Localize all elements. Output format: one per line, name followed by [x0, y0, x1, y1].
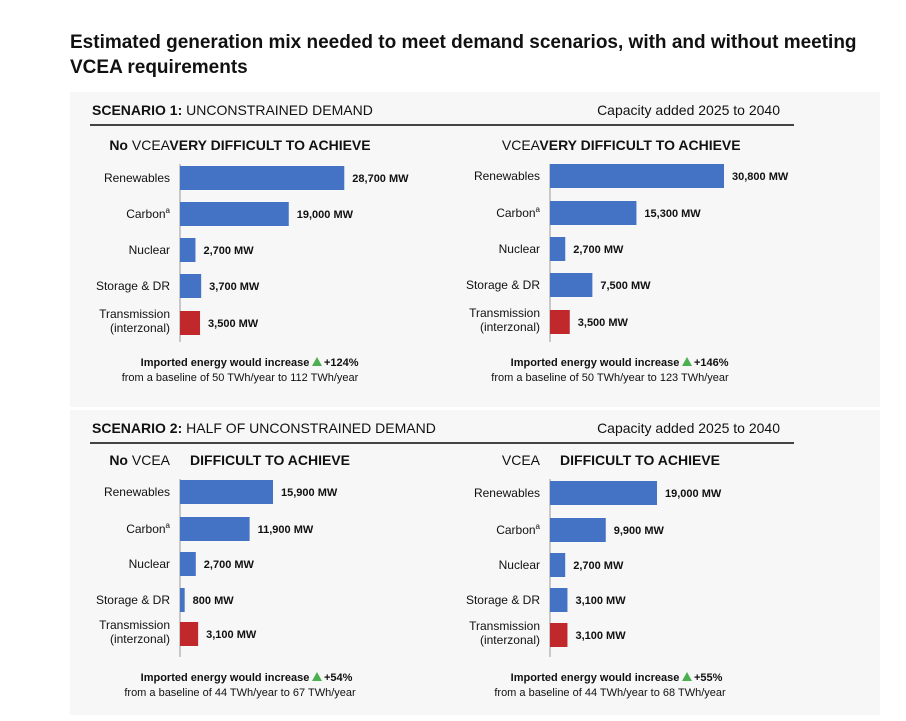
- bar: [180, 622, 199, 646]
- category-label: Renewables: [104, 485, 170, 499]
- value-label: 3,500 MW: [578, 317, 629, 329]
- scenario-1-capacity-label: Capacity added 2025 to 2040: [597, 102, 780, 118]
- category-label: Storage & DR: [96, 279, 170, 293]
- category-label: Storage & DR: [466, 278, 540, 292]
- bar: [180, 238, 196, 262]
- chart-scenario2-vcea: VCEA DIFFICULT TO ACHIEVE Renewables 19,000…: [466, 452, 726, 699]
- bar: [550, 623, 568, 647]
- bar: [180, 311, 201, 335]
- bar: [550, 481, 657, 505]
- category-label: Nuclear: [129, 243, 170, 257]
- import-text: Imported energy would increase: [511, 357, 680, 369]
- bar: [550, 310, 570, 334]
- scenario-1-divider: [90, 124, 794, 126]
- category-label: Storage & DR: [466, 593, 540, 607]
- import-baseline: from a baseline of 44 TWh/year to 68 TWh…: [494, 687, 726, 699]
- increase-triangle-icon: [682, 357, 692, 366]
- bar: [180, 588, 185, 612]
- difficulty-label: DIFFICULT TO ACHIEVE: [560, 452, 720, 468]
- difficulty-label: DIFFICULT TO ACHIEVE: [190, 452, 350, 468]
- import-text: Imported energy would increase: [141, 357, 310, 369]
- increase-triangle-icon: [682, 672, 692, 681]
- bar: [550, 201, 637, 225]
- bar: [180, 517, 250, 541]
- import-text: Imported energy would increase: [511, 672, 680, 684]
- scenario-1-panel: SCENARIO 1: UNCONSTRAINED DEMAND Capacit…: [70, 92, 880, 407]
- increase-triangle-icon: [312, 357, 322, 366]
- increase-triangle-icon: [312, 672, 322, 681]
- bar: [180, 202, 289, 226]
- category-label: Transmission (interzonal): [469, 306, 540, 334]
- category-label: Nuclear: [499, 558, 540, 572]
- value-label: 28,700 MW: [352, 173, 409, 185]
- case-label: No VCEA: [109, 137, 170, 153]
- import-baseline: from a baseline of 50 TWh/year to 112 TW…: [122, 372, 359, 384]
- import-change: +124%: [324, 357, 359, 369]
- scenario-2-heading: SCENARIO 2: HALF OF UNCONSTRAINED DEMAND: [92, 420, 436, 436]
- chart-scenario2-no-vcea: No VCEA DIFFICULT TO ACHIEVE Renewables 15,…: [96, 452, 356, 699]
- import-change: +55%: [694, 672, 723, 684]
- value-label: 2,700 MW: [203, 245, 254, 257]
- bar: [180, 552, 196, 576]
- category-label: Storage & DR: [96, 593, 170, 607]
- bar: [550, 164, 724, 188]
- value-label: 3,100 MW: [575, 630, 626, 642]
- chart-scenario1-no-vcea: No VCEA VERY DIFFICULT TO ACHIEVE Renewabl…: [96, 137, 409, 384]
- value-label: 3,500 MW: [208, 318, 259, 330]
- import-change: +54%: [324, 672, 353, 684]
- category-label: Carbona: [126, 521, 170, 536]
- import-baseline: from a baseline of 44 TWh/year to 67 TWh…: [124, 687, 356, 699]
- category-label: Renewables: [104, 171, 170, 185]
- category-label: Nuclear: [129, 557, 170, 571]
- category-label: Transmission (interzonal): [99, 307, 170, 335]
- bar: [180, 480, 273, 504]
- scenario-2-divider: [90, 442, 794, 444]
- value-label: 3,100 MW: [206, 629, 257, 641]
- difficulty-label: VERY DIFFICULT TO ACHIEVE: [169, 137, 370, 153]
- bar: [550, 588, 568, 612]
- value-label: 30,800 MW: [732, 171, 789, 183]
- scenario-1-heading: SCENARIO 1: UNCONSTRAINED DEMAND: [92, 102, 373, 118]
- value-label: 15,300 MW: [644, 208, 701, 220]
- scenario-2-capacity-label: Capacity added 2025 to 2040: [597, 420, 780, 436]
- case-label: No VCEA: [109, 452, 170, 468]
- value-label: 19,000 MW: [297, 209, 354, 221]
- category-label: Transmission (interzonal): [469, 619, 540, 647]
- value-label: 2,700 MW: [573, 560, 624, 572]
- category-label: Renewables: [474, 169, 540, 183]
- value-label: 11,900 MW: [258, 524, 314, 536]
- category-label: Carbona: [496, 205, 540, 220]
- bar: [180, 274, 202, 298]
- category-label: Carbona: [496, 522, 540, 537]
- value-label: 3,100 MW: [575, 595, 626, 607]
- case-label: VCEA: [502, 137, 541, 153]
- value-label: 800 MW: [193, 595, 235, 607]
- value-label: 19,000 MW: [665, 488, 722, 500]
- page-title: Estimated generation mix needed to meet …: [70, 32, 857, 78]
- bar: [550, 553, 566, 577]
- import-baseline: from a baseline of 50 TWh/year to 123 TW…: [491, 372, 729, 384]
- value-label: 7,500 MW: [600, 280, 651, 292]
- bar: [550, 237, 566, 261]
- bar: [550, 273, 593, 297]
- difficulty-label: VERY DIFFICULT TO ACHIEVE: [539, 137, 740, 153]
- case-label: VCEA: [502, 452, 541, 468]
- category-label: Carbona: [126, 206, 170, 221]
- value-label: 2,700 MW: [573, 244, 624, 256]
- bar: [550, 518, 606, 542]
- category-label: Transmission (interzonal): [99, 618, 170, 646]
- import-change: +146%: [694, 357, 729, 369]
- value-label: 2,700 MW: [204, 559, 255, 571]
- value-label: 3,700 MW: [209, 281, 260, 293]
- scenario-2-panel: SCENARIO 2: HALF OF UNCONSTRAINED DEMAND…: [70, 410, 880, 715]
- category-label: Renewables: [474, 486, 540, 500]
- chart-scenario1-vcea: VCEA VERY DIFFICULT TO ACHIEVE Renewables 3…: [466, 137, 789, 384]
- value-label: 9,900 MW: [614, 525, 665, 537]
- category-label: Nuclear: [499, 242, 540, 256]
- value-label: 15,900 MW: [281, 487, 338, 499]
- bar: [180, 166, 345, 190]
- import-text: Imported energy would increase: [141, 672, 310, 684]
